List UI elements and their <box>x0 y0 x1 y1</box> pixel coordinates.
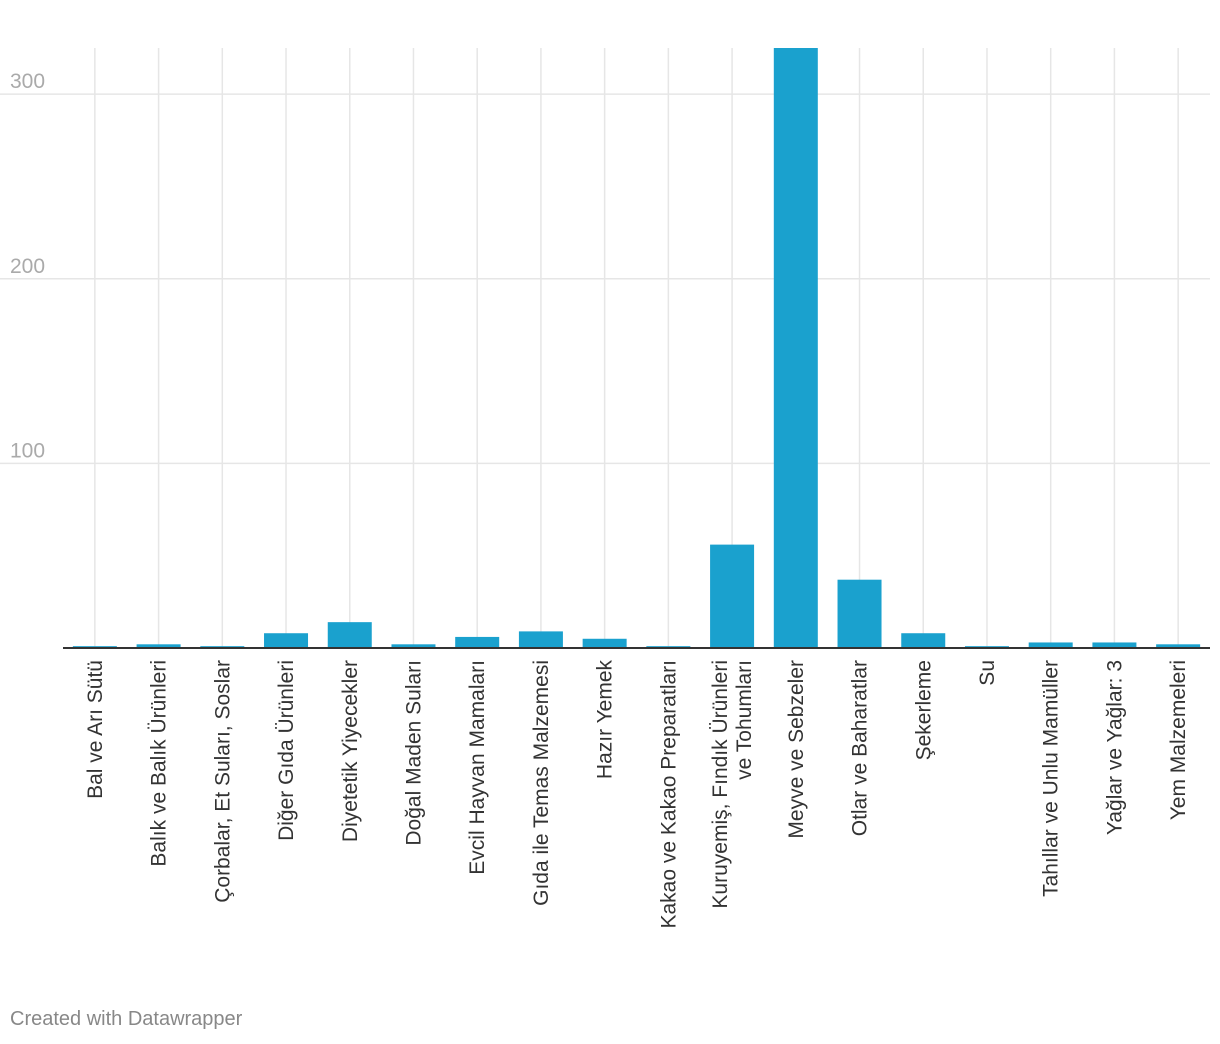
x-category-label: Su <box>976 660 999 686</box>
bar <box>136 644 181 648</box>
x-category-label: Hazır Yemek <box>594 660 617 780</box>
x-category-label: Kuruyemiş, Fındık Ürünlerive Tohumları <box>709 660 756 909</box>
bar <box>710 544 755 648</box>
credit-text: Created with Datawrapper <box>10 1008 243 1030</box>
bars <box>72 48 1201 648</box>
bar <box>455 636 500 648</box>
bar-chart: 100 200 300 Bal ve Arı Sütü Balık ve Balık … <box>0 48 1210 929</box>
x-category-label: Şekerleme <box>912 660 935 760</box>
x-category-label: Meyve ve Sebzeler <box>785 660 808 839</box>
bar <box>518 631 563 648</box>
x-category-label: Bal ve Arı Sütü <box>84 660 107 799</box>
bar <box>1028 642 1073 648</box>
x-category-label: Diğer Gıda Ürünleri <box>275 660 298 841</box>
x-gridlines <box>94 48 1179 648</box>
x-category-label: Çorbalar, Et Suları, Soslar <box>211 660 234 903</box>
bar <box>582 638 627 648</box>
x-category-label: Balık ve Balık Ürünleri <box>148 660 171 867</box>
bar <box>837 579 882 648</box>
x-category-label: Kakao ve Kakao Preparatları <box>657 660 680 929</box>
x-category-labels: Bal ve Arı Sütü Balık ve Balık Ürünleri Ço… <box>84 660 1190 929</box>
x-category-label: Yem Malzemeleri <box>1167 660 1190 820</box>
x-category-label: Evcil Hayvan Mamaları <box>466 660 489 875</box>
bar <box>1092 642 1137 648</box>
bar <box>773 48 818 648</box>
x-category-label: Gıda ile Temas Malzemesi <box>530 660 553 906</box>
y-tick-labels: 100 200 300 <box>10 70 45 462</box>
bar <box>327 622 372 648</box>
bar <box>264 633 309 648</box>
x-category-label: Doğal Maden Suları <box>402 660 425 846</box>
y-tick-label: 100 <box>10 439 45 462</box>
x-category-label: Yağlar ve Yağlar: 3 <box>1103 660 1126 835</box>
x-category-label: Otlar ve Baharatlar <box>849 660 872 836</box>
bar <box>1156 644 1201 648</box>
x-category-label: Tahıllar ve Unlu Mamüller <box>1040 660 1063 897</box>
y-tick-label: 300 <box>10 70 45 93</box>
bar <box>901 633 946 648</box>
bar <box>391 644 436 648</box>
x-category-label: Diyetetik Yiyecekler <box>339 660 362 842</box>
y-tick-label: 200 <box>10 255 45 278</box>
